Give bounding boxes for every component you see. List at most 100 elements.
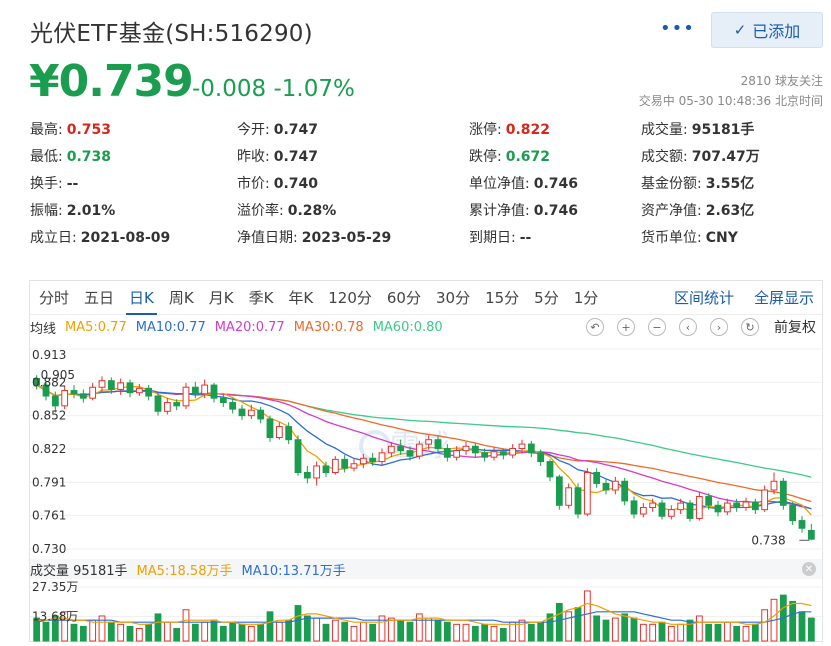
fullscreen-button[interactable]: 全屏显示	[753, 289, 814, 307]
candle-body	[742, 501, 750, 508]
candle-body	[658, 502, 666, 517]
candle-body	[201, 384, 209, 395]
volume-bar	[527, 623, 535, 642]
volume-bar	[219, 625, 227, 642]
tab-period[interactable]: 年K	[288, 288, 314, 307]
stat-label: 涨停:	[469, 122, 502, 138]
candle-body	[611, 480, 619, 491]
volume-bar	[546, 613, 554, 642]
volume-bar	[490, 625, 498, 642]
vol-tick-label: 27.35万	[32, 580, 78, 594]
volume-bar	[79, 625, 87, 642]
close-volume-icon[interactable]: ✕	[802, 562, 816, 576]
zoom-out-icon[interactable]: −	[648, 318, 666, 336]
volume-bar	[98, 615, 106, 642]
undo-icon[interactable]: ↶	[586, 318, 604, 336]
stat-label: 市价:	[237, 176, 270, 192]
volume-bar	[61, 611, 69, 642]
stat-value: 0.753	[66, 122, 112, 138]
tab-period[interactable]: 30分	[435, 288, 471, 307]
candle-body	[229, 402, 237, 410]
legend-item: MA10:0.77	[135, 319, 206, 335]
tab-period[interactable]: 分时	[39, 288, 70, 307]
tab-period[interactable]: 5分	[534, 288, 559, 307]
stat-item: 基金份额: 3.55亿	[641, 173, 754, 193]
candle-body	[89, 386, 97, 399]
volume-bar	[350, 625, 358, 642]
tab-period[interactable]: 五日	[84, 288, 115, 307]
candle-body	[313, 465, 321, 479]
stat-item: 振幅: 2.01%	[30, 200, 115, 220]
stat-item: 成交额: 707.47万	[641, 146, 760, 166]
candle-body	[275, 426, 283, 439]
next-icon[interactable]: ›	[710, 318, 728, 336]
interval-stats-button[interactable]: 区间统计	[673, 289, 734, 307]
candle-body	[126, 382, 134, 394]
candle-body	[471, 445, 479, 454]
volume-bar	[630, 617, 638, 642]
candle-body	[79, 393, 87, 399]
stat-item: 涨停: 0.822	[469, 119, 550, 139]
candle-body	[107, 380, 115, 390]
volume-bar	[555, 602, 563, 642]
candle-body	[378, 452, 386, 463]
candle-body	[415, 443, 423, 457]
legend-item: MA60:0.80	[372, 319, 443, 335]
volume-bar	[667, 625, 675, 642]
stat-item: 成交量: 95181手	[641, 119, 754, 139]
stat-item: 资产净值: 2.63亿	[641, 200, 754, 220]
tab-period[interactable]: 月K	[208, 288, 234, 307]
volume-bar	[341, 621, 349, 642]
volume-bar	[798, 611, 806, 642]
y-tick-label: 0.882	[32, 375, 66, 389]
volume-bar	[723, 621, 731, 642]
tab-period[interactable]: 周K	[168, 288, 194, 307]
volume-bar	[695, 615, 703, 642]
stat-value: CNY	[705, 230, 738, 246]
stat-item: 到期日: --	[469, 227, 531, 247]
candle-body	[266, 418, 274, 439]
tab-period[interactable]: 15分	[485, 288, 520, 307]
candle-body	[154, 395, 162, 412]
stat-label: 跌停:	[469, 149, 502, 165]
reset-icon[interactable]: ↻	[741, 318, 759, 336]
stat-label: 今开:	[237, 122, 270, 138]
tab-period[interactable]: 60分	[386, 288, 421, 307]
tab-period[interactable]: 日K	[126, 281, 157, 315]
stat-item: 溢价率: 0.28%	[237, 200, 336, 220]
legend-item: 均线	[30, 321, 57, 337]
stat-value: 0.746	[533, 176, 579, 192]
more-options-button[interactable]: •••	[660, 18, 695, 39]
candle-body	[145, 387, 153, 397]
max-price-label: 0.905	[41, 368, 75, 382]
volume-bar	[509, 621, 517, 642]
added-label: 已添加	[752, 22, 801, 41]
volume-bar	[462, 623, 470, 642]
stat-label: 成交量:	[641, 122, 688, 138]
stat-value: 0.740	[273, 176, 319, 192]
added-watchlist-button[interactable]: ✓ 已添加	[711, 12, 823, 48]
stat-item: 累计净值: 0.746	[469, 200, 578, 220]
volume-bar	[266, 611, 274, 642]
stat-item: 跌停: 0.672	[469, 146, 550, 166]
tab-period[interactable]: 1分	[573, 288, 599, 307]
volume-bar	[406, 621, 414, 642]
tab-period[interactable]: 120分	[328, 288, 372, 307]
price-adjust-select[interactable]: 前复权	[774, 320, 816, 336]
tab-period[interactable]: 季K	[248, 288, 274, 307]
candle-body	[51, 395, 59, 407]
stat-item: 今开: 0.747	[237, 119, 318, 139]
stats-row: 振幅: 2.01% 溢价率: 0.28% 累计净值: 0.746 资产净值: 2.63亿	[30, 200, 820, 227]
volume-bar	[89, 619, 97, 642]
prev-icon[interactable]: ‹	[679, 318, 697, 336]
stat-label: 最高:	[30, 122, 63, 138]
zoom-in-icon[interactable]: +	[617, 318, 635, 336]
volume-bar	[471, 625, 479, 642]
period-tabs: 分时 五日 日K 周K 月K 季K 年K 120分 60分 30分 15分 5分 1分	[30, 281, 822, 315]
stat-value: 0.747	[273, 149, 319, 165]
candle-body	[42, 384, 50, 397]
volume-bar	[33, 617, 41, 642]
y-tick-label: 0.761	[32, 509, 66, 523]
stats-grid: 最高: 0.753 今开: 0.747 涨停: 0.822 成交量: 95181手 最低: 0.7…	[30, 119, 820, 254]
candlestick-chart[interactable]: 雪球0.9130.8820.8520.8220.7910.7610.73027.…	[30, 281, 824, 643]
